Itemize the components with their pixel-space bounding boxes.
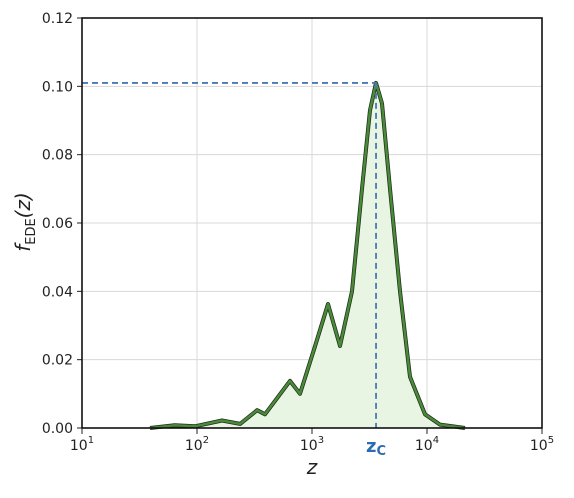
- x-tick-exponent: 1: [88, 435, 94, 446]
- y-tick-label: 0.08: [42, 148, 73, 164]
- annotation: zC: [366, 436, 386, 459]
- y-label-main: f: [11, 242, 35, 252]
- x-tick-exponent: 2: [203, 435, 209, 446]
- y-tick-label: 0.02: [42, 353, 73, 369]
- y-tick-label: 0.04: [42, 284, 73, 300]
- x-tick-label: 104: [415, 435, 439, 454]
- x-tick-exponent: 3: [318, 435, 324, 446]
- annotation-sub: C: [376, 444, 386, 459]
- x-tick-label: 105: [530, 435, 554, 454]
- line: [149, 81, 466, 430]
- x-tick-label: 103: [300, 435, 324, 454]
- y-tick-label: 0.12: [42, 11, 73, 27]
- x-tick-exponent: 4: [433, 435, 439, 446]
- annotation-main: z: [366, 436, 376, 457]
- x-tick-base: 10: [185, 438, 203, 454]
- x-tick-base: 10: [415, 438, 433, 454]
- x-tick-label: 101: [70, 435, 94, 454]
- plot-frame: [81, 17, 543, 429]
- x-tick-exponent: 5: [548, 435, 554, 446]
- y-label-suffix: (z): [11, 192, 35, 218]
- x-tick-label: 102: [185, 435, 209, 454]
- x-tick-base: 10: [300, 438, 318, 454]
- x-tick-base: 10: [70, 438, 88, 454]
- y-tick-label: 0.10: [42, 79, 73, 95]
- x-axis-label: z: [306, 455, 318, 479]
- y-tick-label: 0.06: [42, 216, 73, 232]
- y-tick-label: 0.00: [42, 421, 73, 437]
- y-label-sub: EDE: [24, 218, 39, 244]
- x-tick-base: 10: [530, 438, 548, 454]
- y-axis-label: fEDE(z): [11, 192, 39, 252]
